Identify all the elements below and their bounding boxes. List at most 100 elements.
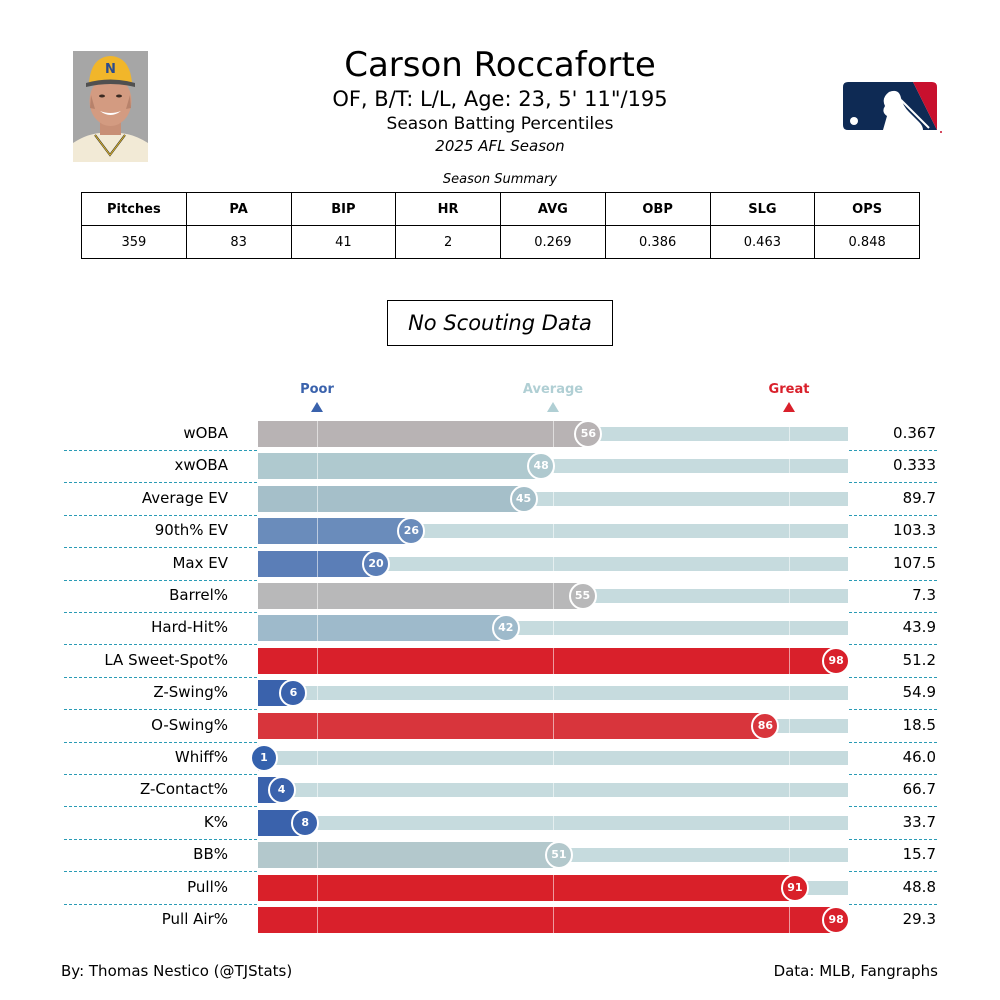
metric-label: O-Swing%	[151, 715, 228, 734]
percentile-badge: 1	[249, 744, 278, 772]
summary-header-row: Pitches PA BIP HR AVG OBP SLG OPS	[81, 192, 920, 226]
summary-value-cell: 0.269	[500, 225, 606, 259]
row-separator	[64, 871, 257, 873]
metric-value: 54.9	[902, 683, 936, 702]
row-separator	[849, 871, 937, 873]
reference-gridline	[317, 745, 318, 771]
percentile-badge: 6	[279, 679, 308, 708]
metric-value: 0.333	[893, 456, 936, 475]
row-separator	[64, 806, 257, 808]
reference-gridline	[789, 550, 790, 577]
svg-text:N: N	[105, 62, 116, 77]
summary-value-cell: 359	[81, 225, 187, 259]
metric-label: xwOBA	[174, 456, 228, 475]
scouting-data-box: No Scouting Data	[387, 300, 613, 346]
metric-label: 90th% EV	[154, 521, 228, 540]
row-separator	[849, 612, 937, 613]
reference-gridline	[789, 809, 790, 836]
scale-label-poor: Poor	[300, 382, 334, 397]
row-separator	[64, 676, 257, 678]
row-separator	[849, 450, 937, 451]
reference-gridline	[553, 518, 554, 545]
summary-value-cell: 0.386	[604, 225, 711, 259]
percentile-bar	[258, 583, 583, 609]
percentile-bar	[258, 453, 542, 480]
percentile-badge: 8	[291, 808, 320, 837]
reference-gridline	[553, 583, 554, 609]
reference-gridline	[789, 712, 790, 739]
reference-gridline	[317, 647, 318, 674]
author-credit: By: Thomas Nestico (@TJStats)	[61, 962, 293, 980]
metric-label: Barrel%	[169, 586, 228, 604]
metric-label: wOBA	[183, 424, 228, 442]
reference-gridline	[553, 777, 554, 804]
metric-value: 33.7	[902, 812, 936, 831]
player-bio: OF, B/T: L/L, Age: 23, 5' 11"/195	[332, 87, 668, 111]
percentile-badge: 55	[568, 582, 597, 610]
row-separator	[64, 741, 257, 743]
reference-gridline	[553, 421, 554, 447]
row-separator	[64, 774, 257, 775]
reference-gridline	[789, 615, 790, 642]
percentile-badge: 86	[751, 711, 780, 740]
summary-header-cell: OBP	[604, 192, 711, 226]
metric-label: Pull Air%	[161, 910, 228, 928]
metric-label: Pull%	[187, 877, 228, 896]
row-separator	[64, 838, 257, 840]
reference-gridline	[553, 485, 554, 512]
row-separator	[849, 547, 937, 549]
summary-value-cell: 41	[290, 225, 397, 259]
metric-label: Z-Swing%	[153, 683, 228, 702]
row-separator	[849, 482, 937, 484]
reference-gridline	[317, 453, 318, 480]
summary-value-cell: 0.848	[814, 225, 920, 259]
reference-gridline	[789, 518, 790, 545]
metric-value: 89.7	[902, 488, 936, 507]
row-separator	[849, 741, 937, 743]
percentile-badge: 26	[397, 517, 426, 546]
scale-label-great: Great	[768, 382, 810, 397]
row-separator	[64, 450, 257, 451]
summary-value-cell: 83	[185, 225, 292, 259]
percentile-bar	[258, 518, 412, 545]
reference-gridline	[789, 485, 790, 512]
reference-gridline	[789, 842, 790, 869]
summary-value-row: 359 83 41 2 0.269 0.386 0.463 0.848	[81, 225, 920, 259]
reference-gridline	[553, 647, 554, 674]
summary-header-cell: BIP	[290, 192, 397, 226]
reference-gridline	[317, 583, 318, 609]
poor-marker-icon	[311, 402, 323, 412]
metric-label: BB%	[193, 845, 228, 864]
reference-gridline	[553, 907, 554, 933]
metric-value: 103.3	[893, 521, 936, 540]
metric-value: 29.3	[902, 910, 936, 928]
summary-header-cell: AVG	[500, 192, 606, 226]
reference-gridline	[789, 647, 790, 674]
summary-header-cell: Pitches	[81, 192, 187, 226]
reference-gridline	[789, 777, 790, 804]
reference-gridline	[317, 777, 318, 804]
summary-header-cell: SLG	[709, 192, 816, 226]
percentile-bar	[258, 485, 524, 512]
percentile-bar	[258, 615, 506, 642]
metric-value: 7.3	[912, 586, 936, 604]
metric-label: Average EV	[141, 488, 228, 507]
reference-gridline	[553, 615, 554, 642]
mlb-logo-icon	[843, 82, 942, 133]
percentile-badge: 56	[574, 420, 603, 448]
metric-value: 0.367	[893, 424, 936, 442]
reference-gridline	[789, 421, 790, 447]
scale-label-average: Average	[522, 382, 584, 397]
percentile-badge: 42	[491, 614, 520, 643]
summary-header-cell: PA	[185, 192, 292, 226]
reference-gridline	[317, 421, 318, 447]
metric-value: 43.9	[902, 618, 936, 637]
percentile-bar	[258, 907, 837, 933]
reference-gridline	[789, 583, 790, 609]
row-separator	[64, 514, 257, 516]
reference-gridline	[317, 907, 318, 933]
percentile-bar	[258, 874, 795, 901]
row-separator	[64, 482, 257, 484]
row-separator	[849, 676, 937, 678]
percentile-badge: 91	[780, 873, 809, 902]
